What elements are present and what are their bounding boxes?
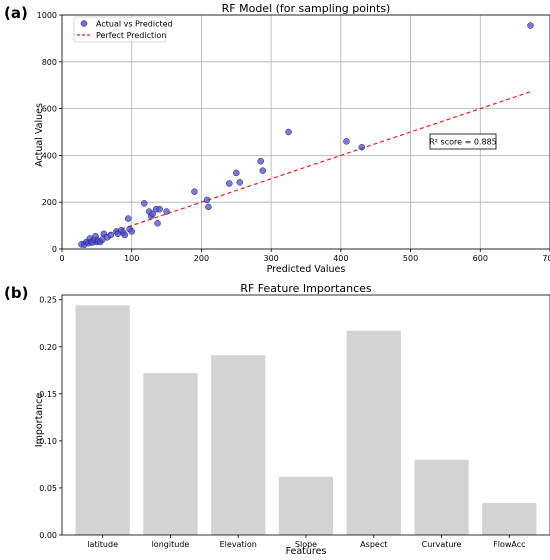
- scatter-point: [191, 188, 198, 195]
- panel-label-b: (b): [4, 284, 28, 302]
- scatter-plot-frame: [61, 14, 550, 250]
- scatter-point: [236, 179, 244, 186]
- bar-x-axis-label: Features: [286, 546, 327, 557]
- category-label: Aspect: [360, 540, 387, 549]
- scatter-point: [154, 220, 161, 227]
- scatter-point: [205, 203, 212, 211]
- scatter-point: [128, 228, 135, 235]
- scatter-point: [124, 215, 132, 222]
- scatter-point: [156, 205, 163, 213]
- x-tick-label: 100: [124, 254, 139, 263]
- x-tick-label: 500: [403, 254, 418, 263]
- x-tick-label: 600: [473, 254, 488, 263]
- r2-annotation-box: [429, 133, 497, 150]
- y-tick-label: 200: [42, 198, 57, 207]
- panel-label-a: (a): [4, 4, 28, 22]
- scatter-point: [358, 143, 366, 151]
- scatter-point: [285, 128, 292, 136]
- y-tick-label: 0.20: [39, 343, 57, 352]
- y-tick-label: 0.10: [39, 437, 57, 446]
- y-tick-label: 0.25: [39, 296, 57, 305]
- scatter-legend: Actual vs Predicted Perfect Prediction: [73, 16, 173, 43]
- scatter-title: RF Model (for sampling points): [222, 2, 391, 15]
- bar-flowacc: [482, 503, 537, 535]
- x-tick-label: 400: [333, 254, 348, 263]
- scatter-points: [78, 22, 534, 249]
- scatter-point: [149, 210, 156, 218]
- scatter-grid: [61, 14, 550, 250]
- y-tick-label: 1000: [37, 11, 57, 20]
- bar-aspect: [346, 330, 401, 535]
- x-tick-label: 300: [264, 254, 279, 263]
- scatter-point: [141, 200, 148, 207]
- r2-annotation: R² score = 0.885: [429, 133, 497, 150]
- bar-panel: (b) RF Feature Importances latitude longi…: [4, 282, 550, 557]
- legend-entry-scatter: Actual vs Predicted: [96, 20, 173, 29]
- scatter-point: [163, 208, 170, 215]
- scatter-point: [527, 22, 534, 29]
- bar-latitude: [75, 305, 130, 535]
- x-tick-label: 700: [542, 254, 550, 263]
- legend-marker-scatter: [80, 20, 88, 27]
- scatter-point: [257, 158, 264, 165]
- perfect-prediction-line-layer: [81, 91, 531, 244]
- scatter-point: [107, 231, 115, 239]
- scatter-point: [203, 196, 211, 204]
- y-tick-label: 800: [42, 58, 57, 67]
- bar-elevation: [211, 355, 266, 535]
- scatter-point: [259, 167, 267, 174]
- category-label: latitude: [87, 540, 118, 549]
- x-tick-label: 0: [59, 254, 64, 263]
- category-label: longitude: [152, 540, 190, 549]
- r2-annotation-text: R² score = 0.885: [429, 138, 497, 147]
- y-tick-label: 0.00: [39, 531, 57, 540]
- x-tick-label: 200: [194, 254, 209, 263]
- scatter-point: [226, 180, 233, 187]
- category-label: FlowAcc: [493, 540, 525, 549]
- bar-slope: [278, 476, 334, 535]
- bar-series: [75, 305, 537, 535]
- legend-entry-line: Perfect Prediction: [96, 31, 166, 40]
- perfect-prediction-line: [81, 91, 531, 244]
- category-label: Curvature: [422, 540, 462, 549]
- y-tick-label: 0.05: [39, 484, 57, 493]
- y-tick-label: 0: [52, 245, 57, 254]
- bar-ticks: latitude longitude Elevation Slope Aspect Cur…: [39, 296, 525, 549]
- category-label: Elevation: [220, 540, 257, 549]
- bar-curvature: [414, 459, 469, 535]
- y-tick-label: 600: [42, 105, 57, 114]
- bar-longitude: [143, 373, 198, 535]
- bar-y-axis-label: Importance: [34, 393, 45, 448]
- legend-box: [73, 16, 167, 43]
- scatter-point: [233, 169, 240, 177]
- y-tick-label: 0.15: [39, 390, 57, 399]
- category-label: Slope: [295, 540, 317, 549]
- scatter-point: [343, 138, 350, 145]
- scatter-x-axis-label: Predicted Values: [267, 264, 346, 275]
- scatter-panel: (a) RF Model (for sampling points) 0 100 2…: [4, 2, 550, 275]
- bar-title: RF Feature Importances: [240, 282, 372, 295]
- y-tick-label: 400: [42, 151, 57, 160]
- scatter-point: [121, 231, 128, 239]
- scatter-y-axis-label: Actual Values: [34, 103, 45, 167]
- scatter-ticks: 0 100 200 300 400 500 600 700 0 200 400 600 800 1000: [37, 11, 550, 263]
